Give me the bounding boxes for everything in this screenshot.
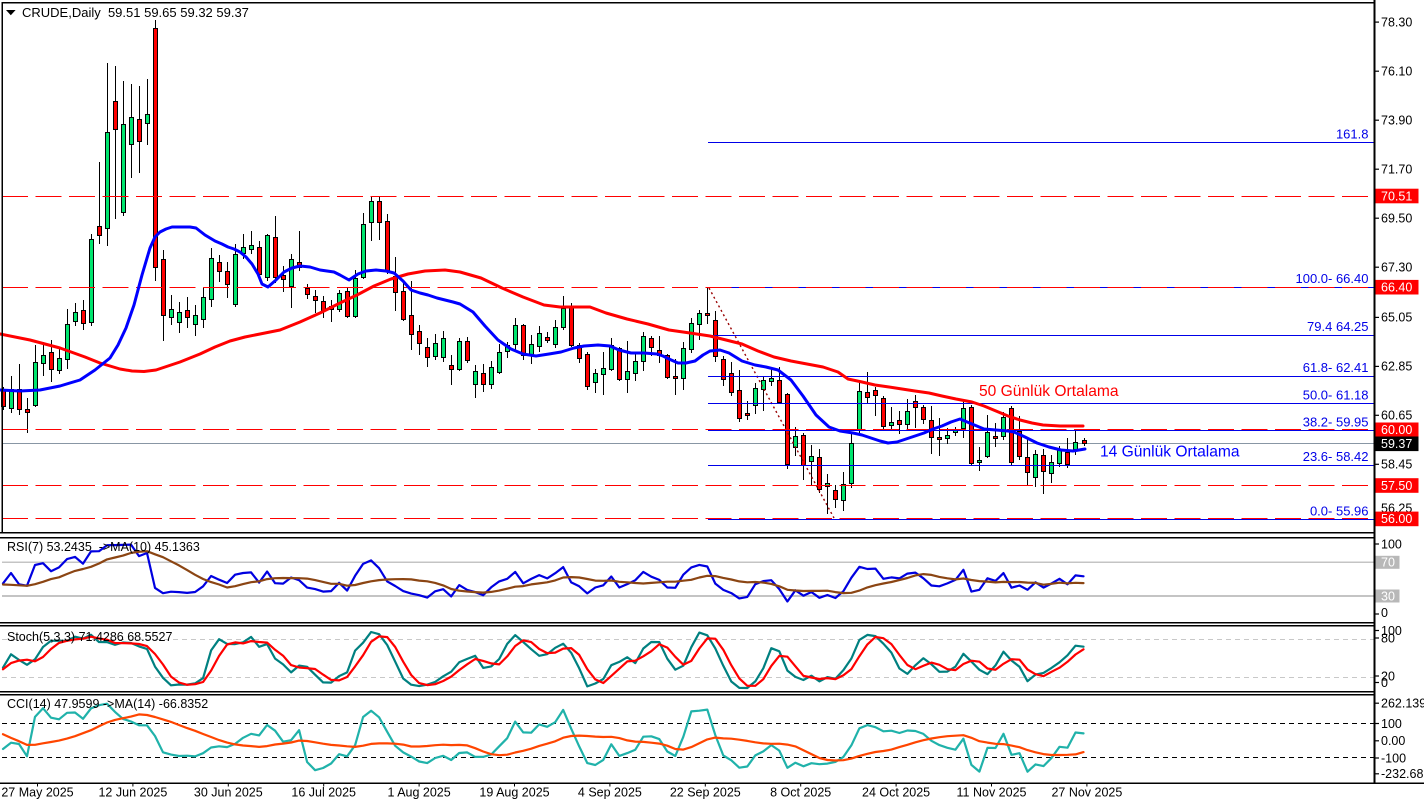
svg-text:100: 100 — [1381, 537, 1402, 551]
svg-text:27 Nov 2025: 27 Nov 2025 — [1051, 786, 1122, 800]
svg-text:100: 100 — [1381, 624, 1402, 638]
svg-text:100.0- 66.40: 100.0- 66.40 — [1295, 271, 1368, 286]
svg-text:262.139: 262.139 — [1381, 697, 1424, 711]
svg-text:79.4 64.25: 79.4 64.25 — [1307, 319, 1368, 334]
svg-text:14 Günlük Ortalama: 14 Günlük Ortalama — [1100, 444, 1240, 461]
svg-text:70.51: 70.51 — [1381, 189, 1412, 203]
svg-text:19 Aug 2025: 19 Aug 2025 — [479, 786, 549, 800]
svg-text:24 Oct 2025: 24 Oct 2025 — [862, 786, 930, 800]
svg-text:69.50: 69.50 — [1381, 212, 1412, 226]
svg-text:62.85: 62.85 — [1381, 360, 1412, 374]
svg-text:0.0- 55.96: 0.0- 55.96 — [1310, 504, 1369, 519]
svg-text:23.6- 58.42: 23.6- 58.42 — [1303, 449, 1369, 464]
svg-text:-100: -100 — [1381, 751, 1406, 765]
svg-text:60.00: 60.00 — [1381, 423, 1412, 437]
svg-text:30: 30 — [1381, 589, 1395, 603]
svg-text:50.0- 61.18: 50.0- 61.18 — [1303, 387, 1369, 402]
svg-text:61.8- 62.41: 61.8- 62.41 — [1303, 360, 1369, 375]
svg-text:27 May 2025: 27 May 2025 — [1, 786, 73, 800]
svg-text:66.40: 66.40 — [1381, 281, 1412, 295]
svg-text:30 Jun 2025: 30 Jun 2025 — [194, 786, 263, 800]
svg-text:Stoch(5,3,3) 71.4286 68.5527: Stoch(5,3,3) 71.4286 68.5527 — [7, 630, 172, 644]
svg-text:RSI(7) 53.2435 ->MA(10) 45.13: RSI(7) 53.2435 ->MA(10) 45.1363 — [7, 540, 200, 554]
svg-text:22 Sep 2025: 22 Sep 2025 — [670, 786, 741, 800]
svg-text:58.45: 58.45 — [1381, 458, 1412, 472]
svg-text:12 Jun 2025: 12 Jun 2025 — [98, 786, 167, 800]
svg-text:57.50: 57.50 — [1381, 479, 1412, 493]
svg-text:67.30: 67.30 — [1381, 261, 1412, 275]
svg-text:0: 0 — [1381, 606, 1388, 620]
svg-text:0: 0 — [1381, 676, 1388, 690]
svg-text:76.10: 76.10 — [1381, 65, 1412, 79]
svg-text:80: 80 — [1381, 631, 1395, 645]
svg-text:50 Günlük Ortalama: 50 Günlük Ortalama — [979, 383, 1119, 400]
svg-text:CCI(14) 47.9599 ->MA(14) -66.8: CCI(14) 47.9599 ->MA(14) -66.8352 — [7, 697, 208, 711]
svg-text:1 Aug 2025: 1 Aug 2025 — [387, 786, 450, 800]
svg-text:-232.682: -232.682 — [1381, 767, 1424, 781]
svg-text:59.37: 59.37 — [1381, 437, 1412, 451]
svg-text:4 Sep 2025: 4 Sep 2025 — [578, 786, 642, 800]
svg-text:11 Nov 2025: 11 Nov 2025 — [957, 786, 1027, 800]
svg-text:0.00: 0.00 — [1381, 734, 1405, 748]
svg-text:8 Oct 2025: 8 Oct 2025 — [770, 786, 831, 800]
svg-text:73.90: 73.90 — [1381, 114, 1412, 128]
svg-text:161.8: 161.8 — [1336, 126, 1369, 141]
svg-text:100: 100 — [1381, 717, 1402, 731]
svg-text:56.00: 56.00 — [1381, 512, 1412, 526]
svg-text:65.05: 65.05 — [1381, 311, 1412, 325]
svg-text:70: 70 — [1381, 556, 1395, 570]
svg-text:60.65: 60.65 — [1381, 409, 1412, 423]
svg-text:78.30: 78.30 — [1381, 15, 1412, 29]
svg-text:38.2- 59.95: 38.2- 59.95 — [1303, 415, 1369, 430]
svg-text:CRUDE,Daily 59.51 59.65 59.32: CRUDE,Daily 59.51 59.65 59.32 59.37 — [22, 5, 249, 20]
svg-text:20: 20 — [1381, 669, 1395, 683]
svg-text:71.70: 71.70 — [1381, 163, 1412, 177]
svg-text:16 Jul 2025: 16 Jul 2025 — [291, 786, 356, 800]
